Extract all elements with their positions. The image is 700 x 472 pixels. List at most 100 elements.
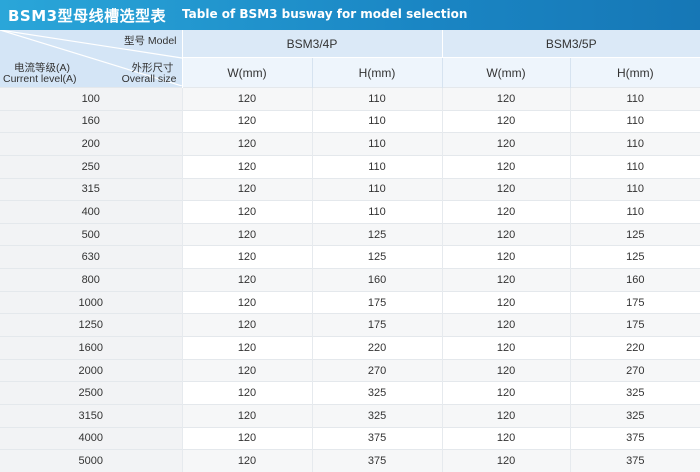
width-4p-cell: 120: [181, 449, 312, 472]
corner-size-label-en: Overall size: [121, 73, 177, 85]
width-5p-cell: 120: [441, 245, 571, 269]
busway-selection-table: 型号 Model 外形尺寸 Overall size 电流等级(A) Curre…: [0, 30, 700, 472]
table-row: 1000 120 175 120 175: [0, 290, 700, 314]
current-cell: 630: [0, 245, 182, 269]
title-chinese: BSM3型母线槽选型表: [8, 7, 167, 25]
width-4p-cell: 120: [181, 313, 312, 337]
height-5p-cell: 110: [569, 200, 700, 224]
width-4p-cell: 120: [181, 177, 312, 201]
height-4p-cell: 110: [311, 132, 443, 156]
current-cell: 2500: [0, 381, 182, 405]
width-5p-cell: 120: [441, 358, 571, 382]
table-row: 2500 120 325 120 325: [0, 381, 700, 405]
table-corner-header: 型号 Model 外形尺寸 Overall size 电流等级(A) Curre…: [0, 30, 183, 88]
height-5p-cell: 325: [569, 403, 700, 428]
height-4p-cell: 110: [311, 177, 443, 201]
width-5p-cell: 120: [441, 109, 571, 133]
height-5p-cell: 220: [569, 336, 700, 360]
width-4p-cell: 120: [181, 87, 312, 111]
model-header-5p: BSM3/5P: [441, 30, 700, 58]
width-5p-cell: 120: [441, 87, 571, 111]
width-5p-cell: 120: [441, 290, 571, 314]
width-4p-cell: 120: [181, 222, 312, 246]
current-cell: 200: [0, 132, 182, 156]
corner-diagonal-lines: [0, 30, 181, 86]
current-cell: 800: [0, 268, 182, 292]
table-row: 500 120 125 120 125: [0, 222, 700, 246]
current-cell: 1000: [0, 290, 182, 314]
height-5p-cell: 375: [569, 449, 700, 472]
height-4p-cell: 125: [311, 222, 443, 246]
height-5p-cell: 270: [569, 358, 700, 382]
height-5p-cell: 110: [569, 109, 700, 133]
width-4p-cell: 120: [181, 245, 312, 269]
size-header-h-5p: H(mm): [569, 57, 700, 88]
height-4p-cell: 110: [311, 87, 443, 111]
height-4p-cell: 110: [311, 109, 443, 133]
height-4p-cell: 375: [311, 426, 443, 450]
size-header-h-4p: H(mm): [311, 57, 443, 88]
width-5p-cell: 120: [441, 222, 571, 246]
width-5p-cell: 120: [441, 154, 571, 179]
table-row: 5000 120 375 120 375: [0, 449, 700, 472]
width-4p-cell: 120: [181, 403, 312, 428]
current-cell: 315: [0, 177, 182, 201]
table-row: 3150 120 325 120 325: [0, 403, 700, 428]
width-5p-cell: 120: [441, 336, 571, 360]
width-4p-cell: 120: [181, 200, 312, 224]
table-row: 1600 120 220 120 220: [0, 336, 700, 360]
size-header-w-5p: W(mm): [441, 57, 571, 88]
width-4p-cell: 120: [181, 381, 312, 405]
height-4p-cell: 375: [311, 449, 443, 472]
width-4p-cell: 120: [181, 336, 312, 360]
table-row: 4000 120 375 120 375: [0, 426, 700, 450]
current-cell: 100: [0, 87, 182, 111]
corner-current-label-en: Current level(A): [3, 73, 77, 85]
table-row: 160 120 110 120 110: [0, 109, 700, 133]
table-row: 100 120 110 120 110: [0, 87, 700, 111]
current-cell: 250: [0, 154, 182, 179]
width-4p-cell: 120: [181, 109, 312, 133]
width-5p-cell: 120: [441, 177, 571, 201]
current-cell: 400: [0, 200, 182, 224]
table-row: 250 120 110 120 110: [0, 154, 700, 179]
width-4p-cell: 120: [181, 358, 312, 382]
table-row: 315 120 110 120 110: [0, 177, 700, 201]
height-5p-cell: 175: [569, 290, 700, 314]
width-5p-cell: 120: [441, 449, 571, 472]
height-5p-cell: 160: [569, 268, 700, 292]
current-cell: 2000: [0, 358, 182, 382]
current-cell: 1250: [0, 313, 182, 337]
height-5p-cell: 110: [569, 87, 700, 111]
height-4p-cell: 160: [311, 268, 443, 292]
height-5p-cell: 375: [569, 426, 700, 450]
height-5p-cell: 125: [569, 245, 700, 269]
height-4p-cell: 325: [311, 403, 443, 428]
height-4p-cell: 325: [311, 381, 443, 405]
current-cell: 5000: [0, 449, 182, 472]
width-4p-cell: 120: [181, 426, 312, 450]
width-5p-cell: 120: [441, 268, 571, 292]
width-5p-cell: 120: [441, 200, 571, 224]
width-5p-cell: 120: [441, 132, 571, 156]
height-5p-cell: 175: [569, 313, 700, 337]
height-5p-cell: 325: [569, 381, 700, 405]
table-row: 400 120 110 120 110: [0, 200, 700, 224]
width-4p-cell: 120: [181, 154, 312, 179]
table-body: 100 120 110 120 110 160 120 110 120 110 200 120 110 1…: [0, 87, 700, 472]
current-cell: 500: [0, 222, 182, 246]
current-cell: 3150: [0, 403, 182, 428]
height-5p-cell: 110: [569, 132, 700, 156]
table-row: 630 120 125 120 125: [0, 245, 700, 269]
table-row: 2000 120 270 120 270: [0, 358, 700, 382]
height-4p-cell: 110: [311, 154, 443, 179]
height-4p-cell: 125: [311, 245, 443, 269]
height-4p-cell: 270: [311, 358, 443, 382]
height-4p-cell: 110: [311, 200, 443, 224]
height-5p-cell: 125: [569, 222, 700, 246]
current-cell: 160: [0, 109, 182, 133]
table-row: 1250 120 175 120 175: [0, 313, 700, 337]
title-bar: BSM3型母线槽选型表 Table of BSM3 busway for mod…: [0, 0, 700, 30]
width-5p-cell: 120: [441, 381, 571, 405]
table-row: 800 120 160 120 160: [0, 268, 700, 292]
